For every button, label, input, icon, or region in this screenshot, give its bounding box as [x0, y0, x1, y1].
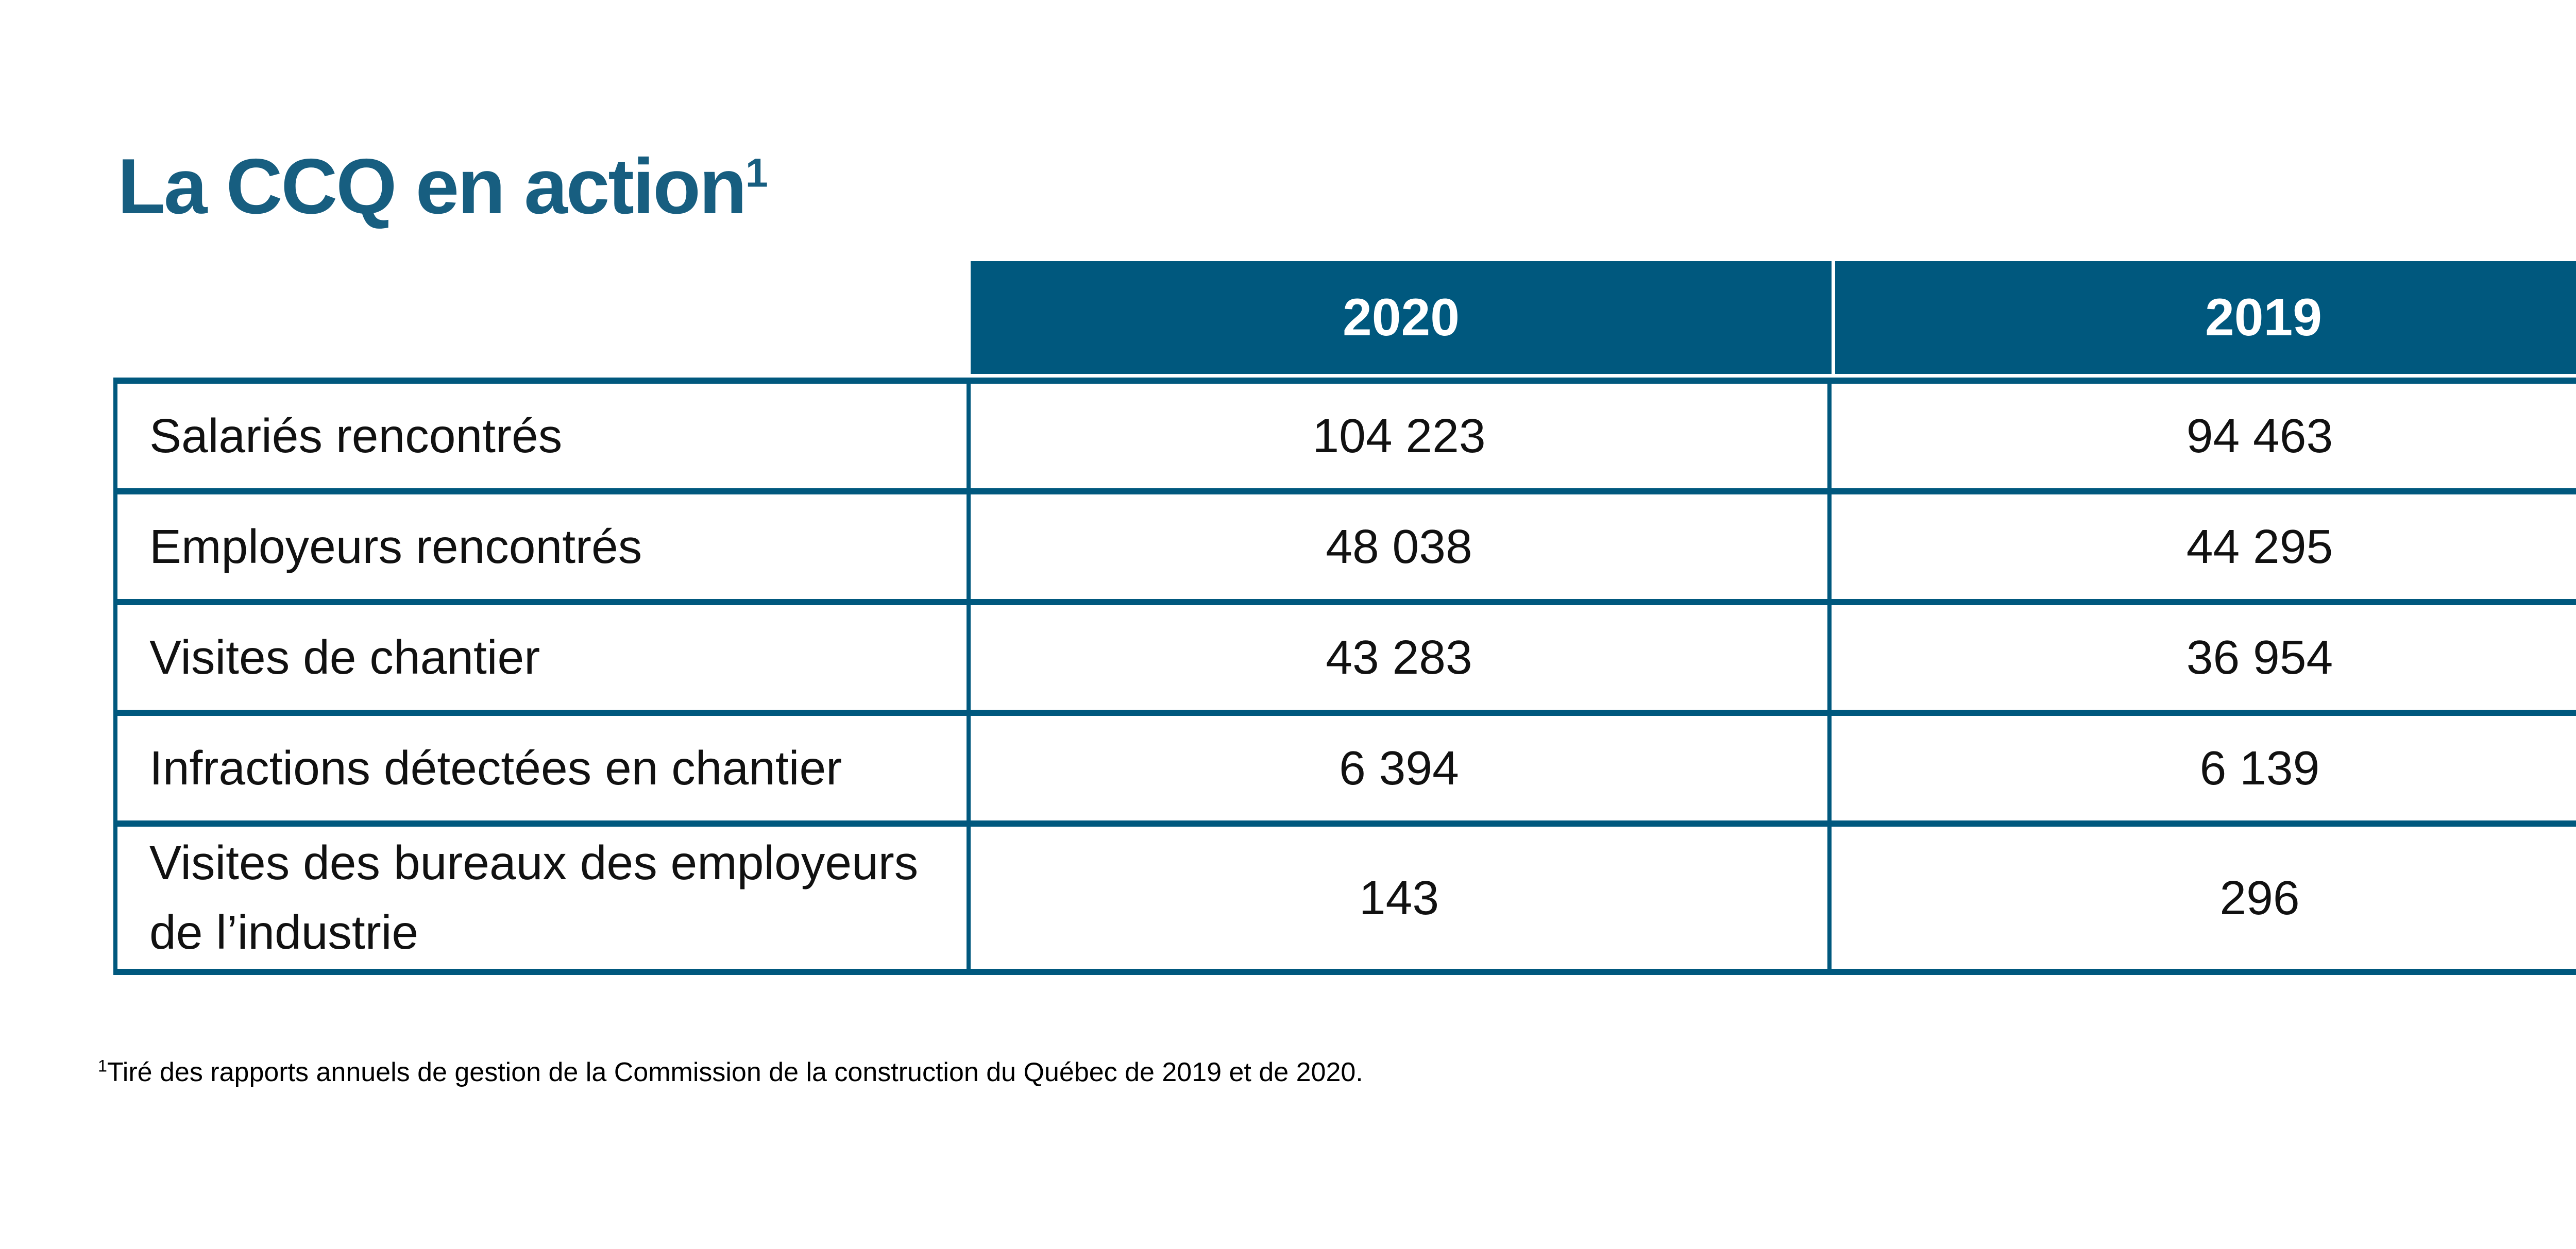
table-row: Infractions détectées en chantier 6 394 … [113, 710, 2576, 820]
row-label: Employeurs rencontrés [113, 488, 971, 599]
row-label: Infractions détectées en chantier [113, 710, 971, 820]
cell-2019: 94 463 [1832, 378, 2576, 488]
corner-cell [113, 261, 971, 378]
page-title-text: La CCQ en action [117, 143, 747, 230]
page-title: La CCQ en action1 [117, 143, 768, 230]
column-header-2019: 2019 [1832, 261, 2576, 378]
page-title-superscript: 1 [745, 149, 768, 196]
footnote-text: Tiré des rapports annuels de gestion de … [107, 1057, 1363, 1087]
table-row: Employeurs rencontrés 48 038 44 295 [113, 488, 2576, 599]
cell-2020: 104 223 [971, 378, 1832, 488]
cell-2019: 36 954 [1832, 599, 2576, 710]
footnote: 1Tiré des rapports annuels de gestion de… [98, 1057, 1363, 1088]
cell-2020: 43 283 [971, 599, 1832, 710]
cell-2019: 44 295 [1832, 488, 2576, 599]
column-header-2020: 2020 [971, 261, 1832, 378]
table-row: Salariés rencontrés 104 223 94 463 [113, 378, 2576, 488]
footnote-superscript: 1 [98, 1056, 107, 1075]
cell-2020: 6 394 [971, 710, 1832, 820]
header-row: 2020 2019 [113, 261, 2576, 378]
row-label: Visites de chantier [113, 599, 971, 710]
cell-2020: 48 038 [971, 488, 1832, 599]
table-row: Visites de chantier 43 283 36 954 [113, 599, 2576, 710]
cell-2020: 143 [971, 820, 1832, 975]
table-row: Visites des bureaux des employeurs de l’… [113, 820, 2576, 975]
row-label: Visites des bureaux des employeurs de l’… [113, 820, 971, 975]
row-label: Salariés rencontrés [113, 378, 971, 488]
cell-2019: 6 139 [1832, 710, 2576, 820]
stats-table: 2020 2019 Salariés rencontrés 104 223 94… [113, 261, 2576, 975]
cell-2019: 296 [1832, 820, 2576, 975]
